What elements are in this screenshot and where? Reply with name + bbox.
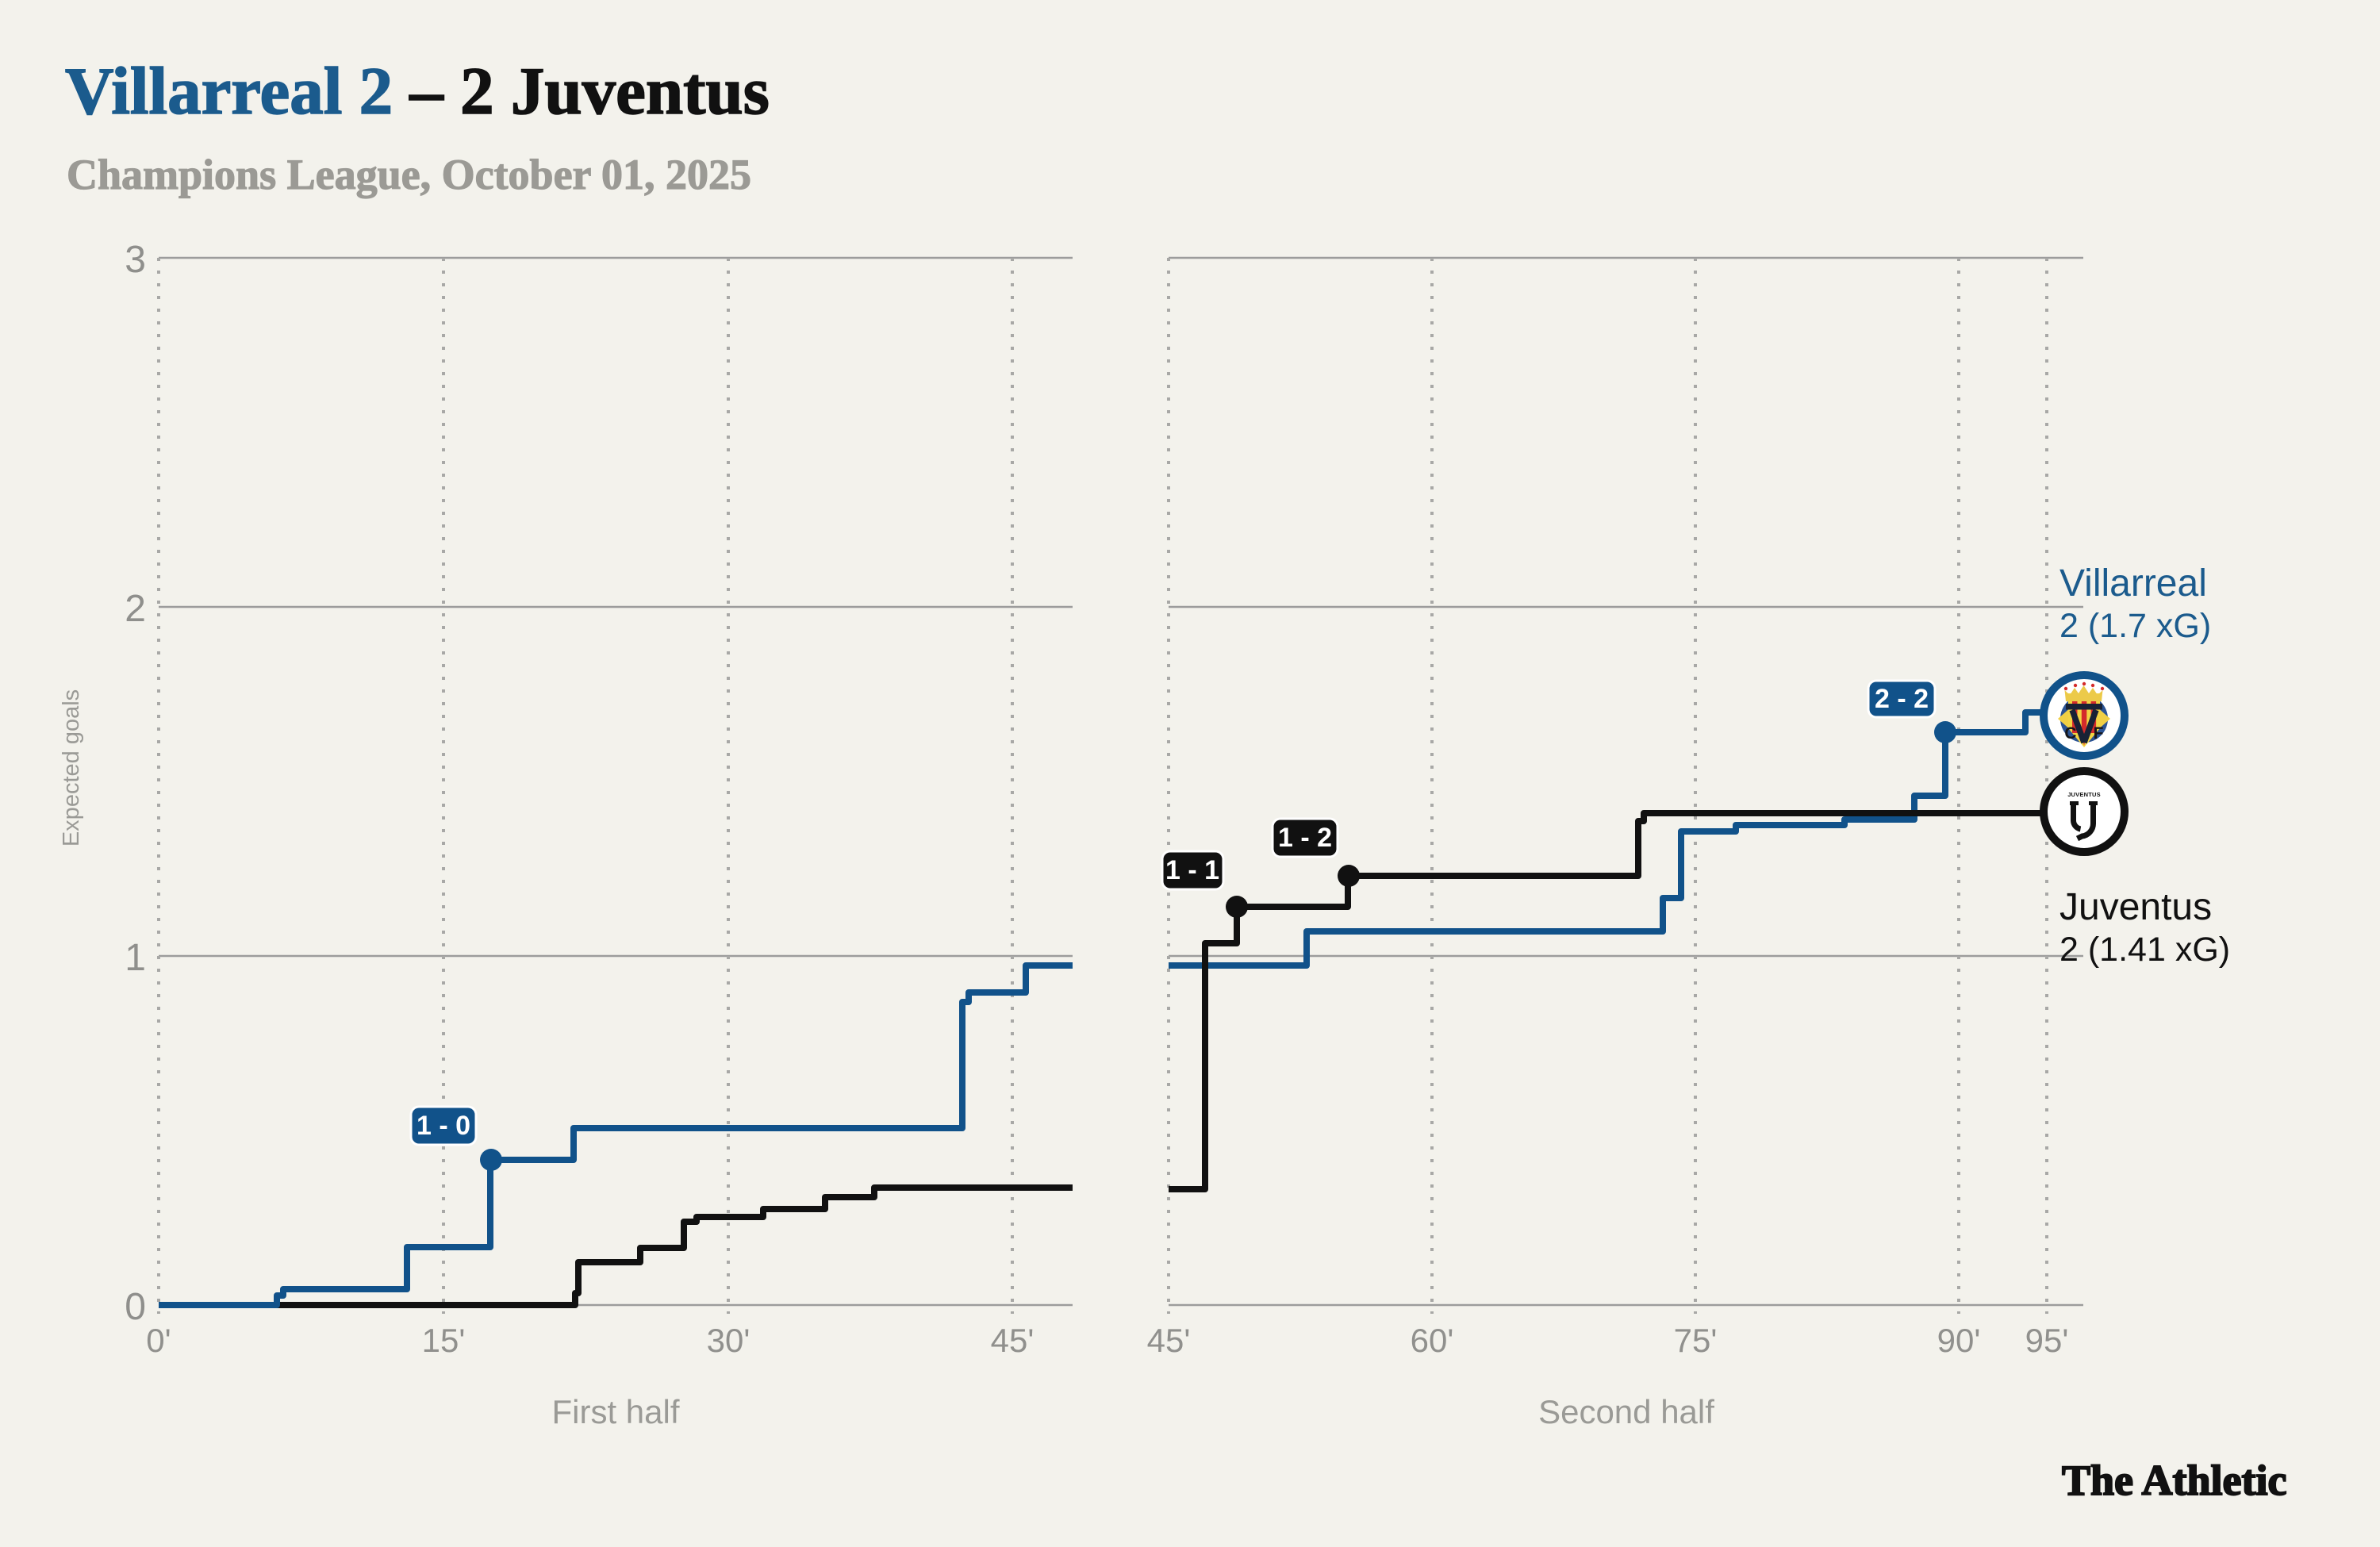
svg-text:60': 60' <box>1411 1322 1454 1359</box>
svg-text:Villarreal: Villarreal <box>2059 562 2207 605</box>
svg-text:2: 2 <box>125 588 146 630</box>
svg-text:First half: First half <box>551 1393 679 1430</box>
svg-text:JUVENTUS: JUVENTUS <box>2067 791 2101 798</box>
svg-text:1 - 2: 1 - 2 <box>1278 823 1332 853</box>
svg-text:3: 3 <box>125 239 146 281</box>
svg-text:Champions League, October 01,: Champions League, October 01, 2025 <box>67 151 751 198</box>
svg-text:1 - 0: 1 - 0 <box>416 1111 470 1141</box>
svg-text:1: 1 <box>125 937 146 979</box>
svg-text:30': 30' <box>707 1322 750 1359</box>
svg-text:2 (1.7 xG): 2 (1.7 xG) <box>2059 607 2211 645</box>
svg-text:2 - 2: 2 - 2 <box>1875 684 1929 714</box>
svg-text:75': 75' <box>1674 1322 1718 1359</box>
svg-text:Second half: Second half <box>1538 1393 1714 1430</box>
svg-text:Expected goals: Expected goals <box>59 689 84 846</box>
svg-text:1 - 1: 1 - 1 <box>1165 855 1219 885</box>
svg-text:Juventus: Juventus <box>2059 886 2212 928</box>
svg-text:C: C <box>2064 724 2076 743</box>
svg-text:0: 0 <box>125 1286 146 1328</box>
svg-text:Villarreal 2 – 2 Juventus: Villarreal 2 – 2 Juventus <box>65 54 770 129</box>
svg-text:45': 45' <box>991 1322 1035 1359</box>
svg-text:90': 90' <box>1937 1322 1981 1359</box>
svg-text:15': 15' <box>422 1322 466 1359</box>
svg-text:95': 95' <box>2025 1322 2069 1359</box>
svg-text:The Athletic: The Athletic <box>2062 1457 2286 1504</box>
svg-text:45': 45' <box>1147 1322 1191 1359</box>
svg-text:2 (1.41 xG): 2 (1.41 xG) <box>2059 931 2230 969</box>
svg-text:0': 0' <box>146 1322 171 1359</box>
svg-text:F: F <box>2094 724 2104 743</box>
